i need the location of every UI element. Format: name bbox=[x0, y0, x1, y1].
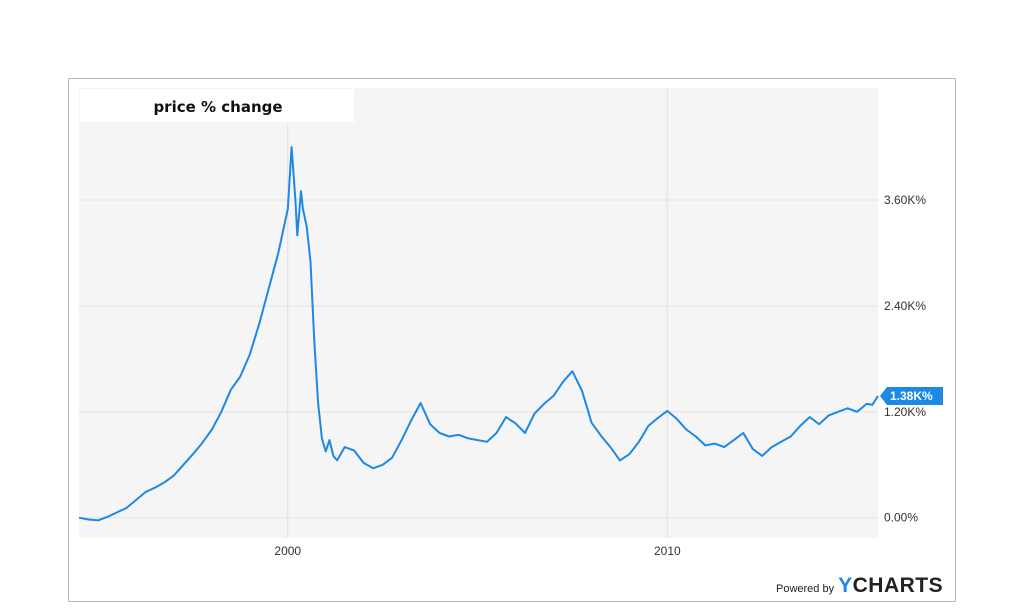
last-value-label: 1.38K% bbox=[890, 389, 933, 403]
powered-by-ycharts[interactable]: Powered by YCHARTS bbox=[776, 574, 943, 598]
last-value-badge: 1.38K% bbox=[880, 386, 943, 405]
title-box bbox=[80, 89, 354, 122]
y-tick-label: 0.00% bbox=[884, 511, 918, 525]
x-tick-label: 2010 bbox=[654, 544, 681, 558]
series-line-price-change bbox=[78, 146, 879, 522]
last-value-badge-shape bbox=[880, 386, 943, 405]
chart-title: price % change bbox=[153, 98, 282, 116]
y-tick-label: 2.40K% bbox=[884, 299, 926, 313]
x-tick-label: 2000 bbox=[274, 544, 301, 558]
y-tick-label: 1.20K% bbox=[884, 405, 926, 419]
powered-by-label: Powered by bbox=[776, 583, 835, 595]
y-tick-label: 3.60K% bbox=[884, 193, 926, 207]
y-axis-ticks: 3.60K% 2.40K% 1.20K% 0.00% bbox=[884, 193, 926, 525]
gridlines bbox=[79, 88, 878, 538]
x-axis-ticks: 2000 2010 bbox=[274, 544, 681, 558]
plot-area bbox=[79, 88, 878, 538]
ycharts-logo: YCHARTS bbox=[838, 574, 944, 597]
